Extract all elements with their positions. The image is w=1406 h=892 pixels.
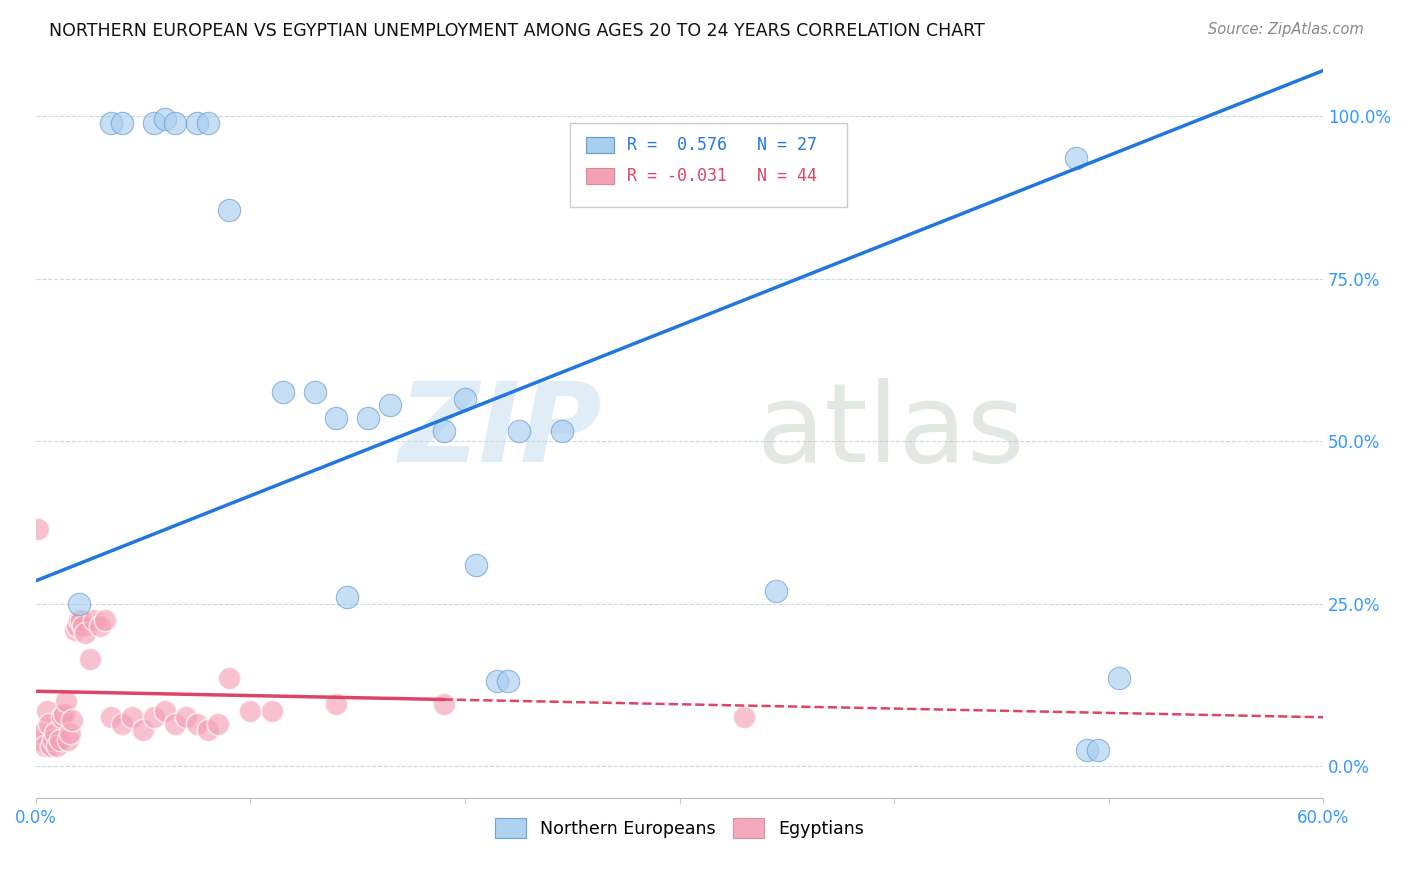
Text: R =  0.576   N = 27: R = 0.576 N = 27 [627,136,817,153]
FancyBboxPatch shape [569,123,846,207]
Point [550,424,572,438]
Point [46,739,69,754]
Point [67,613,90,627]
Point [111,716,134,731]
Point [1108,671,1130,685]
Text: NORTHERN EUROPEAN VS EGYPTIAN UNEMPLOYMENT AMONG AGES 20 TO 24 YEARS CORRELATION: NORTHERN EUROPEAN VS EGYPTIAN UNEMPLOYME… [49,22,986,40]
Point [174,710,197,724]
Point [508,424,530,438]
Point [186,716,208,731]
Point [63,623,86,637]
Point [67,597,90,611]
Point [153,112,176,127]
Point [60,714,83,728]
Point [27,522,49,536]
Point [142,710,165,724]
Point [100,710,122,724]
Text: atlas: atlas [756,378,1025,484]
Point [325,411,347,425]
FancyBboxPatch shape [585,136,614,153]
Point [733,710,755,724]
Point [142,115,165,129]
Point [207,716,229,731]
Point [1087,743,1109,757]
Point [83,613,105,627]
Point [304,385,326,400]
Point [197,723,219,738]
Point [93,613,115,627]
Point [186,115,208,129]
Point [271,385,294,400]
Point [357,411,380,425]
Text: Source: ZipAtlas.com: Source: ZipAtlas.com [1208,22,1364,37]
Point [454,392,477,406]
Point [765,583,787,598]
Point [52,706,75,721]
Point [89,619,111,633]
Point [218,671,240,685]
Text: R = -0.031   N = 44: R = -0.031 N = 44 [627,167,817,185]
Point [464,558,486,572]
Point [51,710,73,724]
Point [70,613,93,627]
Point [59,726,82,740]
Point [218,203,240,218]
Point [378,398,401,412]
Point [496,674,519,689]
Point [30,733,52,747]
Point [38,716,60,731]
Point [197,115,219,129]
Point [39,739,62,754]
Point [79,652,101,666]
Point [336,590,359,604]
Point [66,619,89,633]
Text: ZIP: ZIP [399,378,602,484]
Point [75,625,97,640]
Point [42,733,65,747]
Point [1076,743,1098,757]
Point [72,619,94,633]
Point [260,704,283,718]
Legend: Northern Europeans, Egyptians: Northern Europeans, Egyptians [488,811,872,845]
Point [111,115,134,129]
Point [48,733,70,747]
Point [44,726,66,740]
Point [35,704,58,718]
Point [239,704,262,718]
Point [165,115,187,129]
Point [100,115,122,129]
Point [432,424,454,438]
Point [165,716,187,731]
Point [56,733,79,747]
Point [31,726,53,740]
Point [432,698,454,712]
Point [325,698,347,712]
Point [121,710,143,724]
FancyBboxPatch shape [585,168,614,184]
Point [34,739,56,754]
Point [486,674,509,689]
Point [1066,151,1088,165]
Point [132,723,155,738]
Point [153,704,176,718]
Point [55,694,77,708]
